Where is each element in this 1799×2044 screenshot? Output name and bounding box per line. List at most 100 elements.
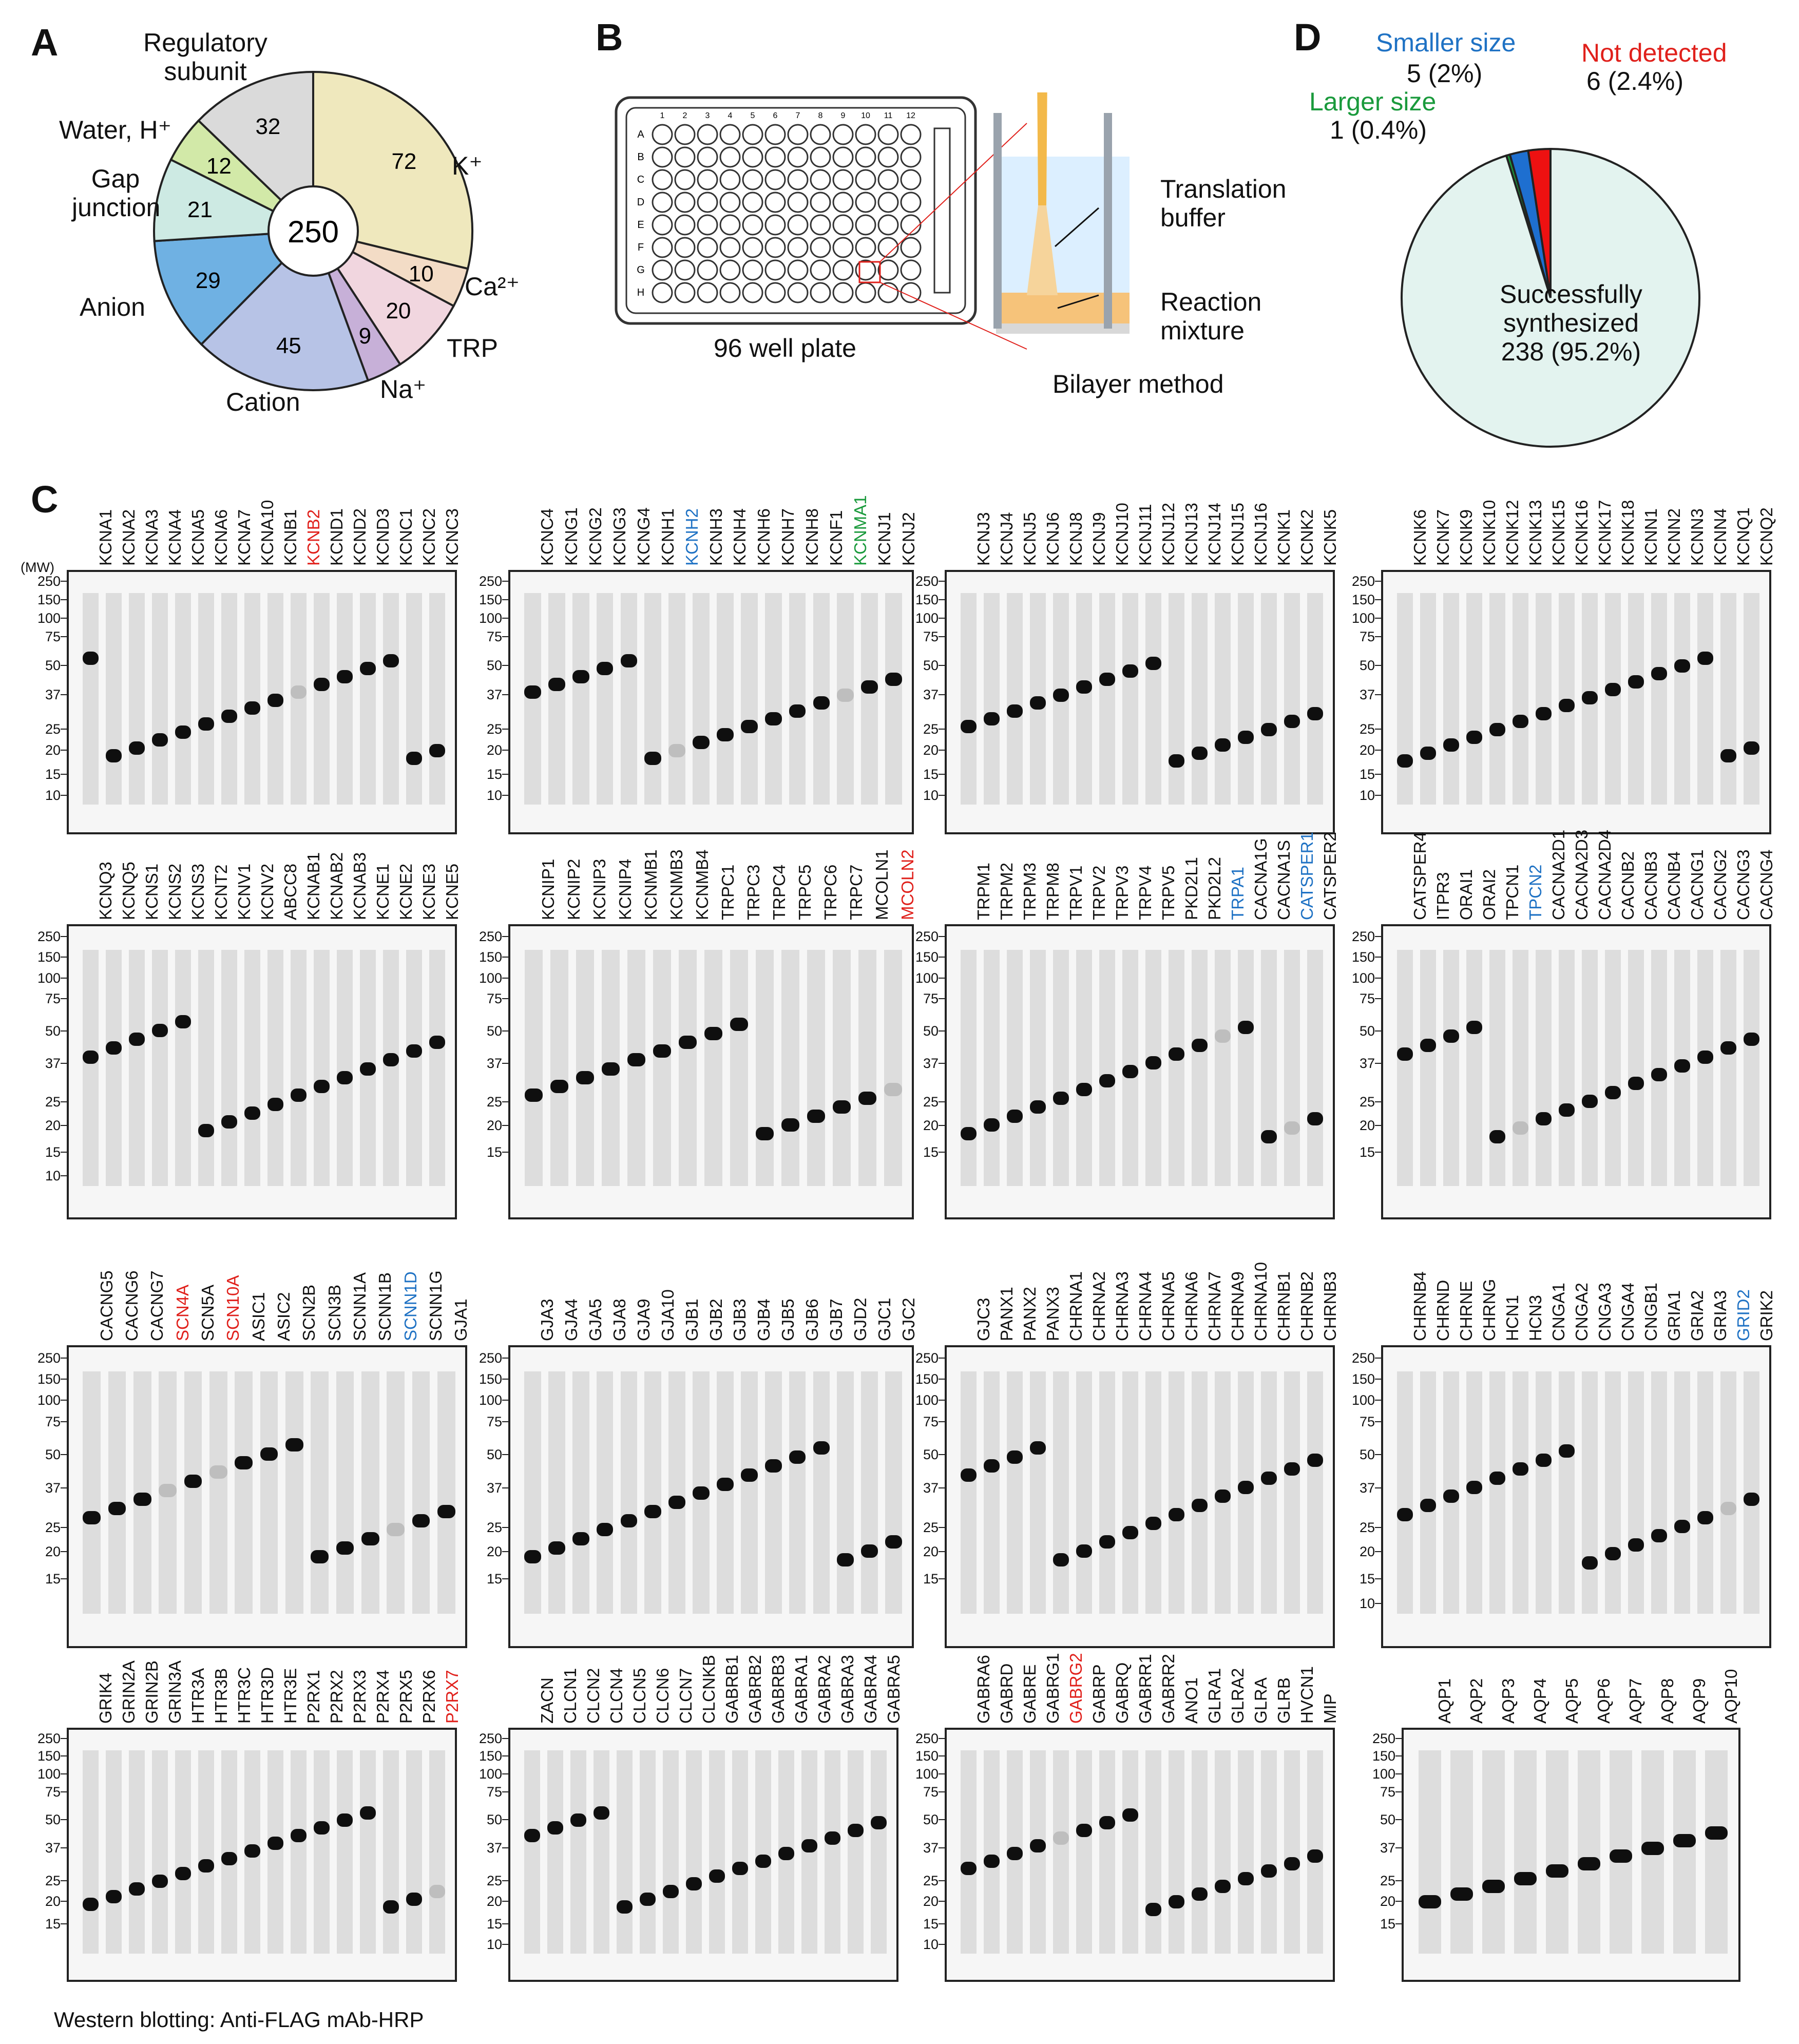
lane-label: CLCNKB: [699, 1655, 718, 1724]
lane-label: SCN5A: [198, 1284, 217, 1341]
lane-label: GRIA3: [1710, 1290, 1730, 1341]
mw-marker: 20: [486, 742, 502, 758]
blot-smear: [1482, 1750, 1505, 1954]
mw-tick: [502, 977, 508, 979]
mw-tick: [1395, 1773, 1402, 1775]
blot-band: [778, 1846, 795, 1860]
blot-band: [601, 1062, 620, 1076]
blot-band: [105, 1041, 122, 1055]
blot-smear: [336, 1750, 353, 1954]
blot-smear: [437, 1371, 455, 1614]
blot-smear: [221, 593, 238, 805]
lane-label: GLRA: [1251, 1677, 1270, 1724]
blot-band: [755, 1854, 772, 1868]
lane-label: TRPC7: [847, 864, 866, 920]
blot-band: [1260, 1130, 1277, 1143]
blot-band: [1052, 688, 1069, 702]
blot-band: [1307, 1112, 1324, 1126]
lane-label: CACNG2: [1710, 849, 1730, 920]
blot-panel: [508, 1345, 914, 1648]
blot-panel: [1402, 1728, 1740, 1982]
blot-band: [1122, 664, 1139, 678]
lane-label: GLRB: [1274, 1677, 1293, 1724]
blot-band: [1191, 1887, 1208, 1901]
mw-tick: [939, 957, 945, 958]
mw-tick: [502, 729, 508, 730]
mw-tick: [1395, 1755, 1402, 1757]
lane-label: KCNJ4: [997, 512, 1016, 566]
lane-label: CLCN2: [583, 1668, 603, 1724]
lane-label: TRPM3: [1020, 863, 1039, 920]
plate-highlight: [858, 261, 881, 283]
blot-smear: [884, 950, 902, 1186]
blot-smear: [1029, 950, 1046, 1186]
mw-tick: [502, 694, 508, 696]
blot-band: [627, 1053, 645, 1067]
blot-band: [83, 1511, 101, 1524]
lane-label: CATSPER1: [1297, 832, 1316, 920]
reaction-mixture-label: Reaction mixture: [1160, 288, 1262, 345]
blot-band: [1578, 1857, 1600, 1870]
mw-tick: [1395, 1900, 1402, 1902]
blot-smear: [1029, 593, 1046, 805]
blot-band: [983, 1459, 1000, 1473]
lane-label: KCNJ14: [1204, 503, 1224, 566]
mw-tick: [939, 1357, 945, 1359]
lane-label: GJB1: [682, 1298, 701, 1341]
lane-label: KCNMB3: [667, 849, 686, 920]
lane-label: GABRA5: [884, 1655, 903, 1724]
lane-label: KCNG1: [562, 507, 581, 566]
blot-smear: [781, 950, 799, 1186]
blot-band: [1673, 1833, 1696, 1847]
blot-smear: [221, 950, 238, 1186]
plate-well: [764, 169, 786, 190]
blot-smear: [1260, 1371, 1277, 1614]
blot-band: [1006, 704, 1023, 718]
mw-tick: [939, 729, 945, 730]
blot-band: [1546, 1864, 1568, 1878]
blot-smear: [244, 950, 261, 1186]
lane-label: KCNQ1: [1733, 507, 1753, 566]
blot-smear: [1674, 1371, 1691, 1614]
blot-band: [732, 1862, 749, 1876]
blot-smear: [1558, 1371, 1575, 1614]
mw-marker: 25: [923, 1520, 939, 1535]
blot-smear: [382, 950, 399, 1186]
mw-marker: 37: [45, 687, 61, 703]
blot-band: [789, 704, 806, 718]
blot-band: [1122, 1808, 1139, 1822]
blot-smear: [524, 593, 541, 805]
mw-marker: 150: [479, 591, 502, 607]
mw-tick: [939, 1900, 945, 1902]
blot-band: [336, 670, 353, 683]
mw-tick: [502, 1900, 508, 1902]
blot-band: [1674, 1520, 1691, 1534]
blot-band: [429, 1035, 446, 1049]
mw-marker: 15: [45, 1571, 61, 1587]
pie-a-value-3: 9: [359, 323, 371, 349]
mw-marker: 100: [915, 1766, 939, 1782]
plate-well: [877, 214, 899, 236]
blot-band: [311, 1550, 329, 1564]
lane-label: KCNN2: [1664, 508, 1683, 566]
blot-band: [412, 1514, 430, 1527]
mw-tick: [61, 1527, 67, 1528]
plate-well: [877, 237, 899, 258]
blot-band: [1214, 1880, 1231, 1894]
lane-label: KCNC2: [419, 508, 438, 566]
blot-band: [1512, 715, 1529, 729]
plate-row-label: D: [637, 197, 644, 208]
lane-label: KCNJ6: [1043, 512, 1062, 566]
lane-label: KCNA6: [211, 509, 231, 566]
plate-well: [787, 282, 809, 303]
mw-tick: [502, 773, 508, 775]
mw-marker: 20: [486, 1893, 502, 1909]
blot-smear: [1743, 950, 1760, 1186]
blot-smear: [1099, 1371, 1116, 1614]
lane-label: PANX1: [997, 1287, 1016, 1341]
lane-label: KCNJ3: [973, 512, 993, 566]
blot-smear: [1122, 1371, 1139, 1614]
blot-smear: [693, 593, 710, 805]
lane-label: CHRNA6: [1181, 1271, 1201, 1341]
blot-band: [1029, 1839, 1046, 1852]
